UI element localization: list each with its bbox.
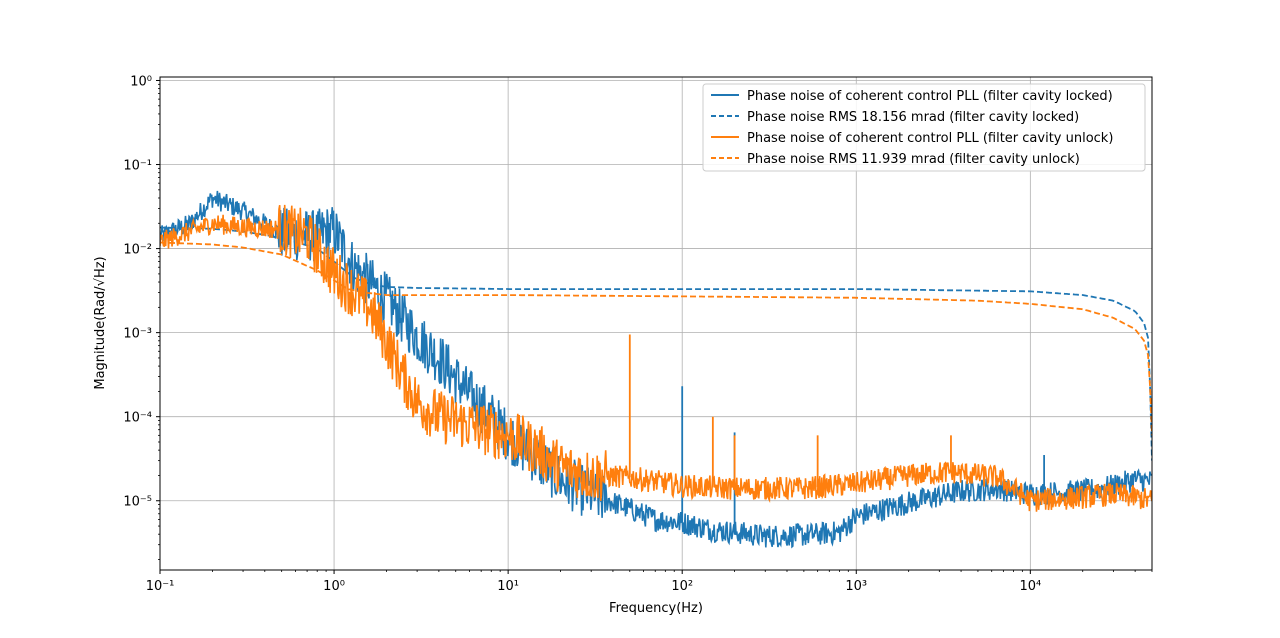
x-tick-label: 10³ [845,579,867,594]
legend-entry-rms-unlock: Phase noise RMS 11.939 mrad (filter cavi… [747,152,1080,167]
x-tick-label: 10² [671,579,693,594]
x-tick-label: 10⁻¹ [146,579,175,594]
x-axis: 10⁻¹ 10⁰ 10¹ 10² 10³ 10⁴ [146,570,1153,594]
legend: Phase noise of coherent control PLL (fil… [702,83,1146,172]
legend-entry-rms-locked: Phase noise RMS 18.156 mrad (filter cavi… [747,110,1079,125]
y-tick-label: 10⁻² [123,243,152,258]
y-tick-label: 10⁻³ [123,327,152,342]
y-tick-label: 10⁻⁴ [123,411,152,426]
series-rms-unlock [160,241,1152,436]
y-axis: 10⁻⁵ 10⁻⁴ 10⁻³ 10⁻² 10⁻¹ 10⁰ [123,74,160,560]
legend-box [702,83,1146,172]
y-axis-label: Magnitude(Rad/√Hz) [93,256,108,389]
plot-frame [159,76,1153,571]
x-tick-label: 10¹ [497,579,519,594]
y-tick-label: 10⁻⁵ [123,495,152,510]
x-tick-label: 10⁴ [1019,579,1041,594]
x-axis-label: Frequency(Hz) [609,601,703,616]
y-tick-label: 10⁻¹ [123,159,152,174]
series-locked [160,190,1152,549]
series-unlock [160,204,1152,512]
x-tick-label: 10⁰ [323,579,345,594]
series-layer [160,190,1152,549]
legend-entry-locked: Phase noise of coherent control PLL (fil… [747,89,1113,104]
y-tick-label: 10⁰ [130,74,152,89]
series-rms-locked [160,226,1152,461]
legend-entry-unlock: Phase noise of coherent control PLL (fil… [747,131,1113,146]
